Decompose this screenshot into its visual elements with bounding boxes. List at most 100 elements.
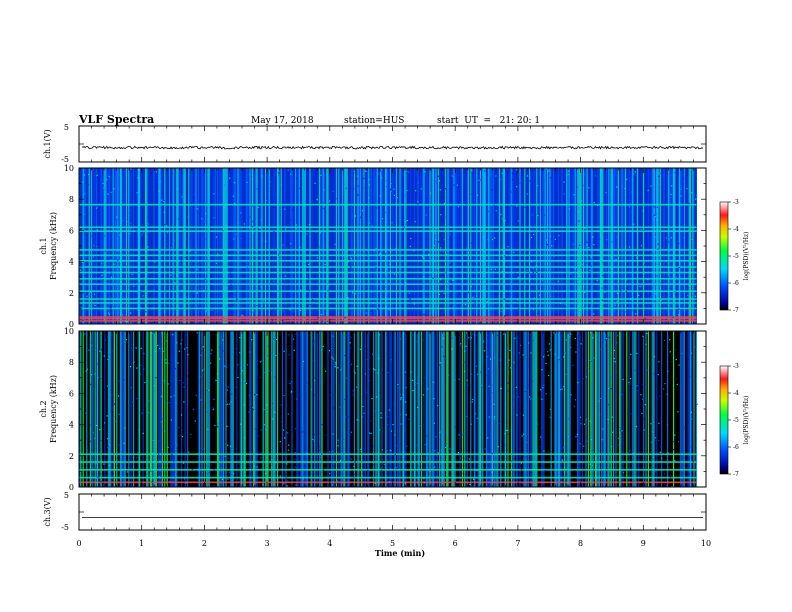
colorbar-tick-label: -4 bbox=[733, 390, 739, 397]
spectrogram-speckle bbox=[438, 293, 440, 296]
spectrogram-speckle bbox=[635, 425, 638, 428]
spectrogram-speckle bbox=[666, 424, 669, 426]
spectrogram-column bbox=[427, 331, 429, 487]
spectrogram-speckle bbox=[130, 322, 133, 324]
spectrogram-speckle bbox=[286, 437, 288, 439]
spectrogram-column bbox=[665, 168, 667, 324]
spectrogram-speckle bbox=[616, 292, 619, 294]
spectrogram-column bbox=[507, 331, 509, 487]
spectrogram-speckle bbox=[544, 469, 546, 472]
spectrogram-speckle bbox=[424, 376, 427, 379]
spectrogram-speckle bbox=[332, 433, 334, 435]
spectrogram-speckle bbox=[360, 393, 363, 396]
spectrogram-speckle bbox=[537, 480, 539, 482]
spectrogram-speckle bbox=[89, 261, 91, 263]
spectrogram-speckle bbox=[329, 451, 331, 453]
spectrogram-speckle bbox=[213, 193, 215, 195]
spectrogram-column bbox=[139, 331, 141, 487]
spectrogram-speckle bbox=[579, 309, 581, 311]
spectrogram-speckle bbox=[528, 342, 530, 344]
spectrogram-speckle bbox=[643, 429, 645, 431]
spectrogram-speckle bbox=[466, 252, 468, 254]
spectrogram-speckle bbox=[264, 472, 267, 474]
spectrogram-column bbox=[455, 168, 457, 324]
spectrogram-speckle bbox=[504, 255, 506, 257]
spectrogram-speckle bbox=[259, 361, 261, 363]
spectrogram-speckle bbox=[678, 364, 680, 366]
spectrogram-speckle bbox=[274, 411, 276, 413]
spectrogram-speckle bbox=[160, 395, 162, 398]
spectrogram-speckle bbox=[589, 370, 591, 372]
spectrogram-speckle bbox=[405, 483, 407, 485]
spectrogram-speckle bbox=[495, 175, 497, 177]
spectrogram-speckle bbox=[674, 290, 676, 293]
spectrogram-speckle bbox=[230, 284, 232, 286]
spectrogram-speckle bbox=[321, 349, 323, 351]
spectrogram-speckle bbox=[592, 236, 594, 238]
spectrogram-column bbox=[107, 168, 109, 324]
spectrogram-column bbox=[261, 168, 263, 324]
spectrogram-speckle bbox=[246, 266, 248, 269]
spectrogram-speckle bbox=[476, 470, 478, 472]
spectrogram-line bbox=[79, 271, 697, 274]
spectrogram-column bbox=[427, 168, 429, 324]
spectrogram-speckle bbox=[585, 376, 587, 378]
spectrogram-speckle bbox=[248, 394, 250, 396]
spectrogram-speckle bbox=[96, 393, 98, 395]
spectrogram-column bbox=[137, 331, 139, 487]
spectrogram-speckle bbox=[557, 280, 559, 283]
spectrogram-column bbox=[128, 331, 130, 487]
spectrogram-line bbox=[79, 317, 697, 320]
spectrogram-speckle bbox=[179, 286, 181, 288]
spectrogram-speckle bbox=[656, 206, 658, 208]
spectrogram-column bbox=[121, 168, 123, 324]
spectrogram-speckle bbox=[497, 446, 499, 448]
spectrogram-speckle bbox=[143, 277, 145, 279]
spectrogram-speckle bbox=[493, 403, 495, 405]
spectrogram-speckle bbox=[620, 469, 623, 471]
spectrogram-speckle bbox=[204, 220, 206, 223]
spectrogram-speckle bbox=[610, 387, 612, 390]
spectrogram-speckle bbox=[441, 449, 443, 451]
spectrogram-speckle bbox=[551, 295, 553, 297]
spectrogram-speckle bbox=[585, 262, 588, 264]
spectrogram-column bbox=[338, 168, 340, 324]
ch1-ylabel: ch.1(V) bbox=[43, 129, 52, 158]
spectrogram-speckle bbox=[482, 340, 485, 342]
spectrogram-speckle bbox=[257, 206, 259, 208]
spectrogram-speckle bbox=[182, 462, 185, 464]
spectrogram-speckle bbox=[320, 199, 322, 201]
spectrogram-column bbox=[399, 168, 401, 324]
spectrogram-speckle bbox=[363, 412, 365, 414]
spectrogram-speckle bbox=[686, 188, 688, 191]
spectrogram-speckle bbox=[436, 476, 438, 478]
spectrogram-speckle bbox=[124, 320, 127, 322]
spectrogram-speckle bbox=[531, 214, 533, 216]
spectrogram-speckle bbox=[465, 345, 467, 347]
spectrogram-column bbox=[682, 331, 684, 487]
spectrogram-column bbox=[434, 331, 436, 487]
spectrogram-speckle bbox=[194, 251, 196, 254]
spectrogram-column bbox=[259, 168, 261, 324]
spectrogram-column bbox=[301, 331, 303, 487]
spectrogram-column bbox=[659, 168, 661, 324]
spectrogram-speckle bbox=[423, 276, 425, 278]
spectrogram-column bbox=[688, 331, 690, 487]
spectrogram-speckle bbox=[466, 379, 468, 381]
spectrogram-speckle bbox=[446, 280, 449, 282]
spectrogram-column bbox=[614, 168, 616, 324]
spectrogram-speckle bbox=[615, 371, 617, 373]
spectrogram-speckle bbox=[566, 449, 568, 451]
spectrogram-speckle bbox=[678, 308, 680, 310]
spectrogram-column bbox=[459, 331, 461, 487]
spectrogram-speckle bbox=[284, 208, 286, 210]
spectrogram-speckle bbox=[667, 276, 669, 278]
spectrogram-speckle bbox=[256, 466, 258, 468]
spectrogram-speckle bbox=[366, 391, 368, 393]
spectrogram-speckle bbox=[181, 339, 183, 341]
spectrogram-speckle bbox=[417, 182, 419, 184]
spectrogram-speckle bbox=[200, 262, 202, 264]
spectrogram-speckle bbox=[389, 449, 391, 451]
spectrogram-speckle bbox=[511, 460, 513, 462]
spectrogram-speckle bbox=[170, 247, 172, 249]
